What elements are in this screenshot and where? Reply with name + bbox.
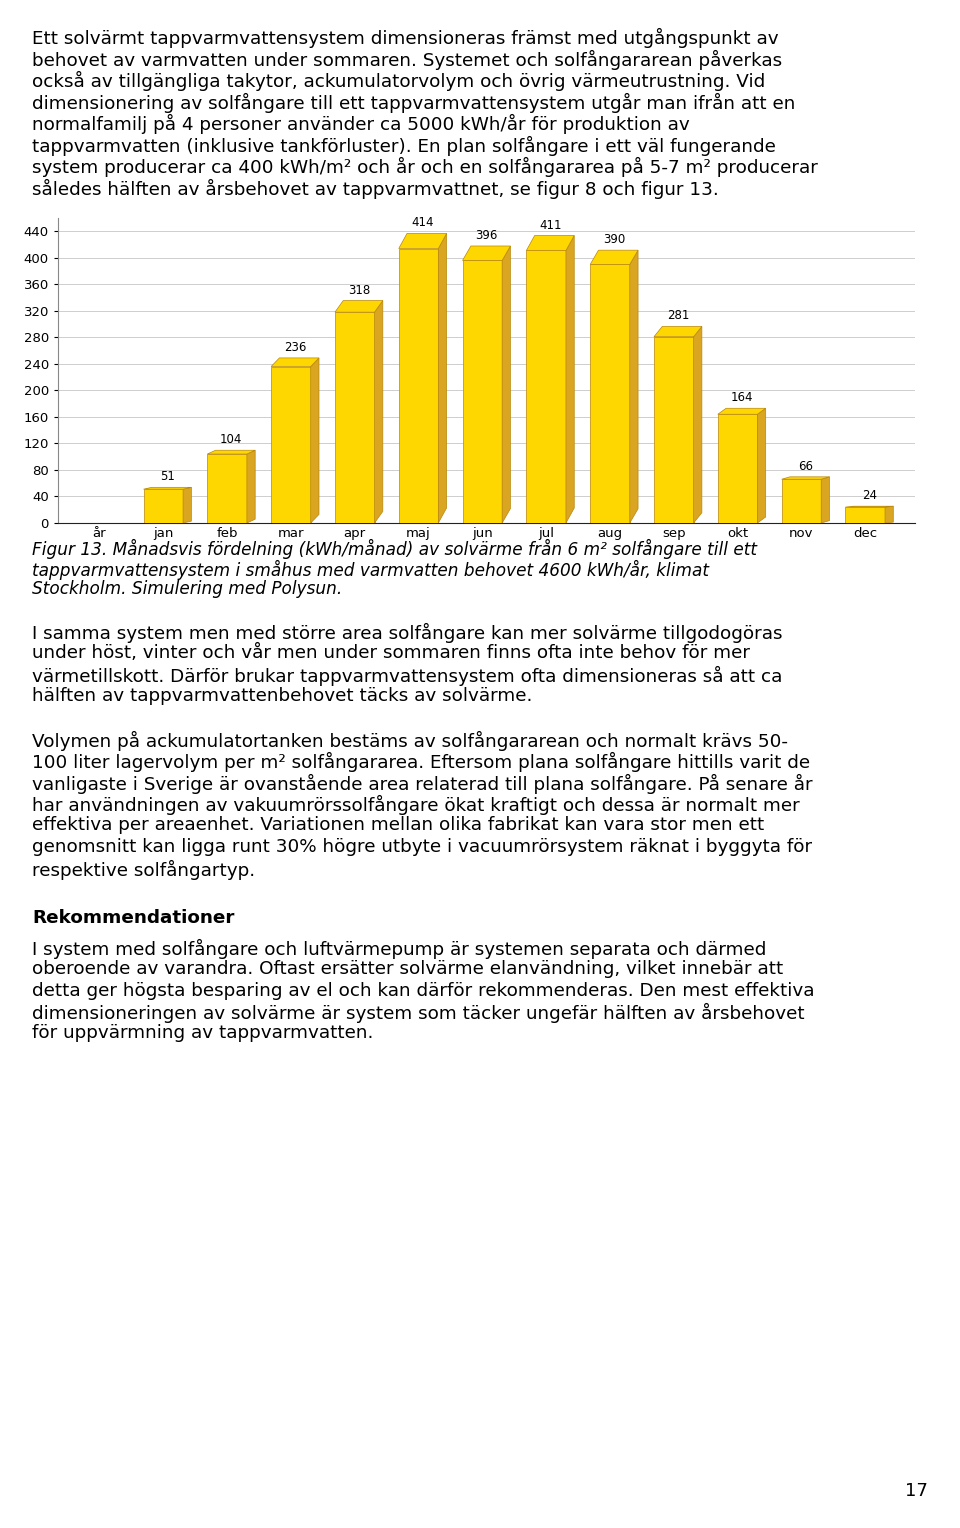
Bar bbox=[654, 336, 693, 523]
Polygon shape bbox=[271, 358, 319, 367]
Text: 100 liter lagervolym per m² solfångararea. Eftersom plana solfångare hittills va: 100 liter lagervolym per m² solfångarare… bbox=[32, 752, 810, 772]
Bar bbox=[143, 489, 183, 523]
Text: Figur 13. Månadsvis fördelning (kWh/månad) av solvärme från 6 m² solfångare till: Figur 13. Månadsvis fördelning (kWh/måna… bbox=[32, 539, 757, 559]
Bar bbox=[335, 312, 374, 523]
Text: Ett solvärmt tappvarmvattensystem dimensioneras främst med utgångspunkt av: Ett solvärmt tappvarmvattensystem dimens… bbox=[32, 28, 779, 47]
Bar bbox=[398, 249, 439, 523]
Polygon shape bbox=[526, 235, 574, 251]
Polygon shape bbox=[398, 234, 446, 249]
Polygon shape bbox=[821, 477, 829, 523]
Polygon shape bbox=[630, 251, 638, 523]
Polygon shape bbox=[439, 234, 446, 523]
Text: 411: 411 bbox=[540, 219, 562, 232]
Text: detta ger högsta besparing av el och kan därför rekommenderas. Den mest effektiv: detta ger högsta besparing av el och kan… bbox=[32, 981, 814, 999]
Polygon shape bbox=[781, 477, 829, 480]
Text: tappvarmvatten (inklusive tankförluster). En plan solfångare i ett väl fungerand: tappvarmvatten (inklusive tankförluster)… bbox=[32, 136, 776, 156]
Polygon shape bbox=[502, 246, 511, 523]
Bar bbox=[846, 507, 885, 523]
Bar bbox=[718, 414, 757, 523]
Text: 414: 414 bbox=[412, 217, 434, 229]
Text: under höst, vinter och vår men under sommaren finns ofta inte behov för mer: under höst, vinter och vår men under som… bbox=[32, 643, 750, 662]
Bar bbox=[526, 251, 566, 523]
Text: dimensioneringen av solvärme är system som täcker ungefär hälften av årsbehovet: dimensioneringen av solvärme är system s… bbox=[32, 1002, 804, 1024]
Polygon shape bbox=[183, 487, 191, 523]
Text: genomsnitt kan ligga runt 30% högre utbyte i vacuumrörsystem räknat i byggyta fö: genomsnitt kan ligga runt 30% högre utby… bbox=[32, 837, 812, 856]
Text: 24: 24 bbox=[862, 489, 876, 503]
Text: hälften av tappvarmvattenbehovet täcks av solvärme.: hälften av tappvarmvattenbehovet täcks a… bbox=[32, 688, 533, 704]
Text: tappvarmvattensystem i småhus med varmvatten behovet 4600 kWh/år, klimat: tappvarmvattensystem i småhus med varmva… bbox=[32, 559, 709, 579]
Text: 318: 318 bbox=[348, 284, 370, 296]
Text: I samma system men med större area solfångare kan mer solvärme tillgodogöras: I samma system men med större area solfå… bbox=[32, 622, 782, 643]
Text: för uppvärmning av tappvarmvatten.: för uppvärmning av tappvarmvatten. bbox=[32, 1024, 373, 1042]
Text: värmetillskott. Därför brukar tappvarmvattensystem ofta dimensioneras så att ca: värmetillskott. Därför brukar tappvarmva… bbox=[32, 666, 782, 686]
Bar bbox=[590, 264, 630, 523]
Text: respektive solfångartyp.: respektive solfångartyp. bbox=[32, 859, 255, 880]
Text: 281: 281 bbox=[667, 310, 689, 322]
Polygon shape bbox=[311, 358, 319, 523]
Polygon shape bbox=[207, 451, 255, 454]
Text: 51: 51 bbox=[160, 471, 175, 483]
Text: I system med solfångare och luftvärmepump är systemen separata och därmed: I system med solfångare och luftvärmepum… bbox=[32, 938, 766, 958]
Text: 66: 66 bbox=[798, 460, 813, 472]
Text: behovet av varmvatten under sommaren. Systemet och solfångararean påverkas: behovet av varmvatten under sommaren. Sy… bbox=[32, 49, 782, 70]
Text: 17: 17 bbox=[905, 1482, 928, 1500]
Text: 396: 396 bbox=[475, 229, 497, 241]
Bar bbox=[463, 260, 502, 523]
Text: också av tillgängliga takytor, ackumulatorvolym och övrig värmeutrustning. Vid: också av tillgängliga takytor, ackumulat… bbox=[32, 70, 765, 92]
Polygon shape bbox=[143, 487, 191, 489]
Text: 390: 390 bbox=[603, 234, 625, 246]
Text: Volymen på ackumulatortanken bestäms av solfångararean och normalt krävs 50-: Volymen på ackumulatortanken bestäms av … bbox=[32, 730, 788, 750]
Polygon shape bbox=[463, 246, 511, 260]
Polygon shape bbox=[590, 251, 638, 264]
Text: Stockholm. Simulering med Polysun.: Stockholm. Simulering med Polysun. bbox=[32, 581, 343, 597]
Text: 164: 164 bbox=[731, 391, 753, 405]
Text: oberoende av varandra. Oftast ersätter solvärme elanvändning, vilket innebär att: oberoende av varandra. Oftast ersätter s… bbox=[32, 960, 783, 978]
Polygon shape bbox=[335, 301, 383, 312]
Polygon shape bbox=[693, 327, 702, 523]
Text: 104: 104 bbox=[220, 434, 243, 446]
Text: Rekommendationer: Rekommendationer bbox=[32, 909, 234, 927]
Text: effektiva per areaenhet. Variationen mellan olika fabrikat kan vara stor men ett: effektiva per areaenhet. Variationen mel… bbox=[32, 816, 764, 834]
Polygon shape bbox=[885, 506, 894, 523]
Text: 236: 236 bbox=[284, 341, 306, 354]
Bar bbox=[271, 367, 311, 523]
Polygon shape bbox=[757, 408, 766, 523]
Bar bbox=[207, 454, 247, 523]
Text: således hälften av årsbehovet av tappvarmvattnet, se figur 8 och figur 13.: således hälften av årsbehovet av tappvar… bbox=[32, 179, 719, 199]
Polygon shape bbox=[374, 301, 383, 523]
Bar bbox=[781, 480, 821, 523]
Polygon shape bbox=[247, 451, 255, 523]
Text: har användningen av vakuumrörssolfångare ökat kraftigt och dessa är normalt mer: har användningen av vakuumrörssolfångare… bbox=[32, 795, 800, 814]
Text: system producerar ca 400 kWh/m² och år och en solfångararea på 5-7 m² producerar: system producerar ca 400 kWh/m² och år o… bbox=[32, 157, 818, 177]
Text: dimensionering av solfångare till ett tappvarmvattensystem utgår man ifrån att e: dimensionering av solfångare till ett ta… bbox=[32, 93, 796, 113]
Polygon shape bbox=[654, 327, 702, 336]
Text: normalfamilj på 4 personer använder ca 5000 kWh/år för produktion av: normalfamilj på 4 personer använder ca 5… bbox=[32, 115, 689, 134]
Polygon shape bbox=[718, 408, 766, 414]
Text: vanligaste i Sverige är ovanstående area relaterad till plana solfångare. På sen: vanligaste i Sverige är ovanstående area… bbox=[32, 773, 812, 793]
Polygon shape bbox=[566, 235, 574, 523]
